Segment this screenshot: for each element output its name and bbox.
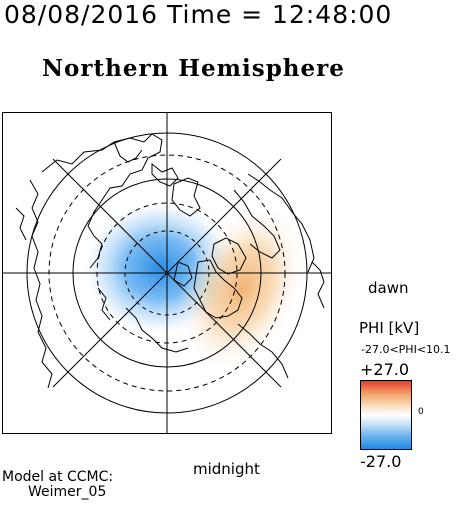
colorbar-range-text: -27.0<PHI<10.1 bbox=[361, 343, 451, 356]
hemisphere-title: Northern Hemisphere bbox=[42, 55, 345, 82]
timestamp: 08/08/2016 Time = 12:48:00 bbox=[4, 0, 393, 29]
dawn-label: dawn bbox=[368, 279, 409, 297]
colorbar bbox=[360, 380, 412, 450]
colorbar-max-label: +27.0 bbox=[360, 360, 410, 379]
coastlines bbox=[15, 133, 325, 389]
model-label: Model at CCMC: bbox=[2, 469, 114, 485]
polar-potential-map bbox=[2, 112, 332, 434]
midnight-label: midnight bbox=[193, 460, 260, 478]
potential-cell-positive bbox=[177, 204, 307, 372]
colorbar-min-label: -27.0 bbox=[360, 452, 402, 471]
meridian-diagonal-2 bbox=[52, 158, 282, 388]
model-name: Weimer_05 bbox=[28, 484, 107, 500]
colorbar-title: PHI [kV] bbox=[359, 319, 420, 337]
colorbar-zero-label: 0 bbox=[418, 407, 424, 417]
colorbar-gradient bbox=[360, 380, 412, 450]
